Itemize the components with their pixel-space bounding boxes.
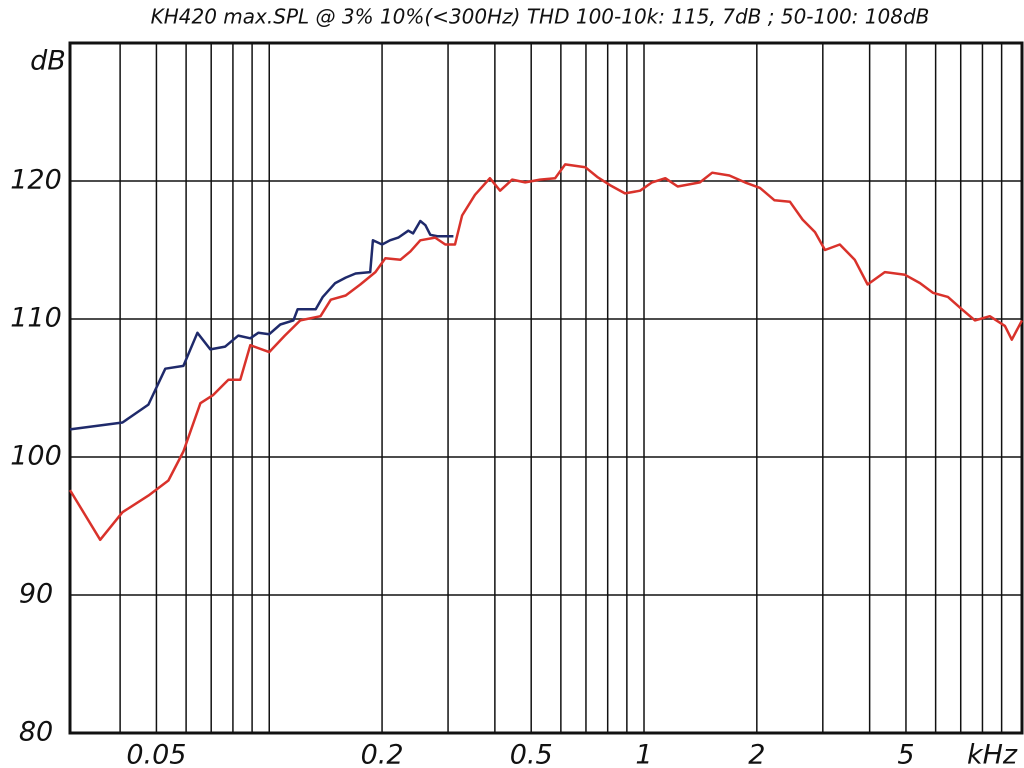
x-tick-label: 0.2 (361, 740, 404, 768)
x-tick-label: 0.5 (510, 740, 553, 768)
y-tick-label: 120 (10, 165, 62, 196)
x-tick-label: 0.05 (126, 740, 186, 768)
y-tick-label: 90 (19, 579, 53, 610)
y-axis-label: dB (30, 46, 66, 77)
data-line (69, 219, 454, 431)
x-axis-label: kHz (967, 740, 1018, 768)
x-tick-label: 2 (748, 740, 765, 768)
x-tick-label: 1 (635, 740, 652, 768)
chart-title: KH420 max.SPL @ 3% 10%(<300Hz) THD 100-1… (151, 5, 930, 29)
plot-frame (68, 41, 1024, 735)
data-line (68, 163, 1024, 542)
x-tick-label: 5 (897, 740, 914, 768)
y-tick-label: 100 (10, 441, 62, 472)
y-tick-label: 110 (10, 303, 62, 334)
y-tick-label: 80 (19, 717, 53, 748)
